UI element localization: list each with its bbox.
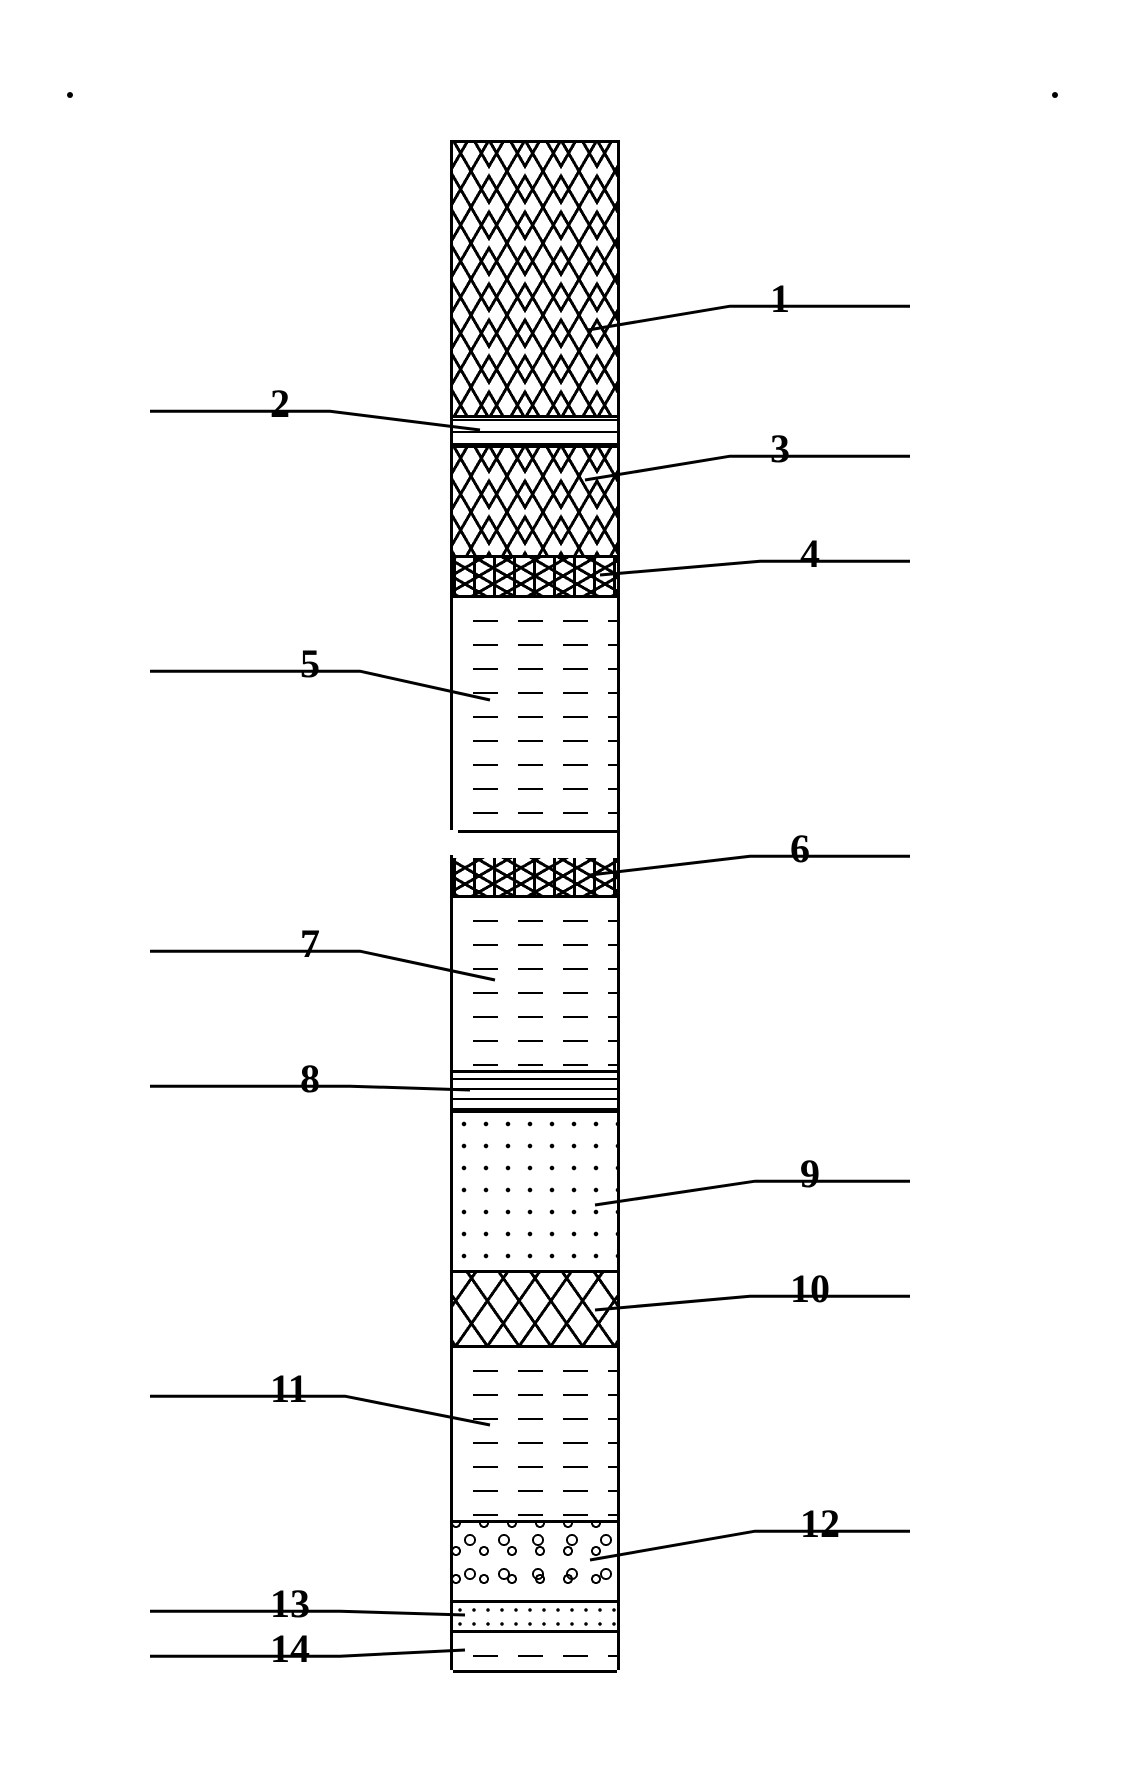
callout-label-13: 13 [270,1580,310,1627]
leader-1 [588,306,910,330]
callout-label-14: 14 [270,1625,310,1672]
callout-label-4: 4 [800,530,820,577]
callout-label-3: 3 [770,425,790,472]
callout-label-8: 8 [300,1055,320,1102]
leader-3 [585,456,910,480]
leader-7 [150,951,495,980]
callout-label-6: 6 [790,825,810,872]
column-break [444,830,458,855]
callout-label-2: 2 [270,380,290,427]
leader-lines [0,0,1130,1790]
callout-label-1: 1 [770,275,790,322]
callout-label-7: 7 [300,920,320,967]
callout-label-12: 12 [800,1500,840,1547]
callout-label-5: 5 [300,640,320,687]
leader-9 [595,1181,910,1205]
leader-11 [150,1396,490,1425]
leader-5 [150,671,490,700]
strat-column-figure: 1234567891011121314 [0,0,1130,1790]
leader-4 [600,561,910,575]
leader-2 [150,411,480,430]
callout-label-9: 9 [800,1150,820,1197]
callout-label-11: 11 [270,1365,308,1412]
leader-10 [595,1296,910,1310]
callout-label-10: 10 [790,1265,830,1312]
leader-12 [590,1531,910,1560]
leader-6 [590,856,910,875]
